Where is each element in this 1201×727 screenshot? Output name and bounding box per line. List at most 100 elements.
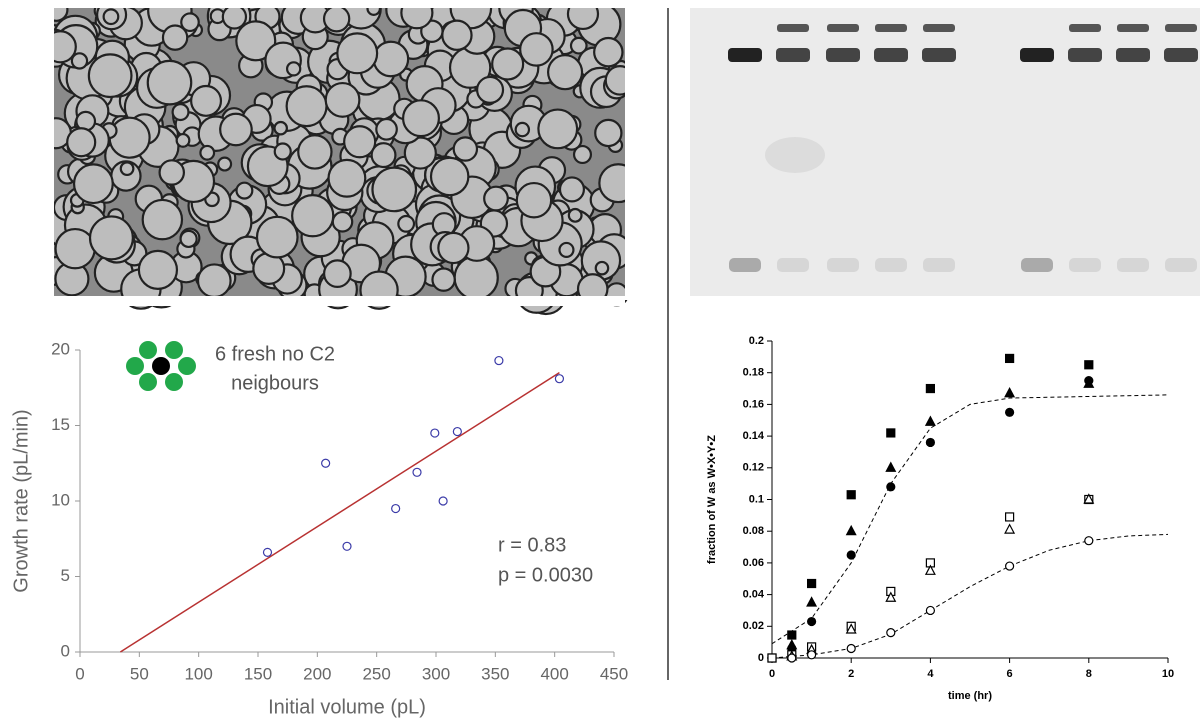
y-tick-label: 20 [51,339,70,358]
gel-band [728,48,762,62]
x-tick-label: 0 [769,668,775,680]
droplet [483,185,509,212]
x-tick-label: 400 [540,664,568,683]
droplet [594,118,623,148]
x-tick-label: 300 [422,664,450,683]
y-tick-label: 0.08 [743,525,764,537]
fit-curve [771,394,1169,645]
point [321,458,331,468]
gel-band [777,258,809,272]
x-tick-label: 4 [927,668,934,680]
droplet [322,5,351,33]
stat-label: r = 0.83 [498,534,566,556]
droplet [146,59,193,106]
point [806,650,817,660]
point [846,490,856,500]
gel-band [1069,258,1101,272]
droplet [558,241,575,258]
droplet [515,181,553,219]
gel-band [1117,258,1149,272]
point [1004,512,1015,522]
gel-band [827,258,859,272]
droplet [54,227,96,270]
droplet [567,207,583,223]
droplet [190,84,223,117]
droplet [158,159,186,186]
gel-band [923,24,955,32]
droplet [431,267,456,292]
droplet [273,142,292,161]
droplet [336,32,379,75]
gel-band [1068,48,1102,62]
point [925,383,936,394]
point [430,428,440,438]
point [924,415,936,426]
droplet [88,215,134,261]
gel-band [1020,48,1054,62]
x-tick-label: 250 [362,664,390,683]
droplet [402,99,440,138]
gel-band [1165,258,1197,272]
droplet [70,52,89,70]
droplet [429,156,470,197]
droplet [285,61,302,77]
droplet [285,85,328,128]
neighbour-icon [126,341,196,391]
droplet [175,132,191,148]
droplet [102,8,120,26]
gel-band [923,258,955,272]
droplet [519,32,554,67]
point [1004,561,1015,571]
gel-band [875,24,907,32]
point [438,496,448,506]
droplet [375,117,398,141]
droplet [179,229,198,249]
droplet [453,255,499,301]
droplet [221,4,248,30]
fit-line [119,372,560,653]
y-tick-label: 0 [61,641,70,660]
droplet [593,36,624,68]
droplet [491,47,525,81]
droplet [219,112,253,147]
x-tick-label: 200 [303,664,331,683]
y-axis-label: fraction of W as W•X•Y•Z [706,435,718,564]
micrograph-frame [0,0,54,300]
droplet [297,134,333,170]
point [1004,353,1015,364]
droplet [370,142,397,169]
droplet [217,156,233,172]
gel-band [1069,24,1101,32]
droplet [273,120,288,136]
point [767,653,777,663]
gel-bands [728,24,1198,272]
y-tick-label: 0.12 [743,462,764,474]
fit-curve [771,533,1169,659]
point [1083,493,1095,504]
droplet [87,53,133,99]
stat-label: p = 0.0030 [498,564,593,586]
droplet [137,249,179,290]
micrograph-frame [625,0,668,300]
droplet [291,194,335,238]
point [1004,387,1016,398]
micrograph-frame [54,0,625,8]
y-axis-label: Growth rate (pL/min) [10,409,32,592]
droplet [161,24,189,51]
droplet [546,54,584,91]
x-tick-label: 450 [600,664,628,683]
annotation: 6 fresh no C2 [215,343,335,365]
gel-band [1116,48,1150,62]
gel-band [827,24,859,32]
droplet [171,103,190,122]
droplet [569,36,588,55]
gel-smudge [765,137,825,173]
gel-band [1021,258,1053,272]
droplet [441,19,473,51]
droplet [371,166,418,213]
droplet [558,176,586,203]
point [885,591,897,602]
point [391,503,401,514]
point [885,461,897,472]
